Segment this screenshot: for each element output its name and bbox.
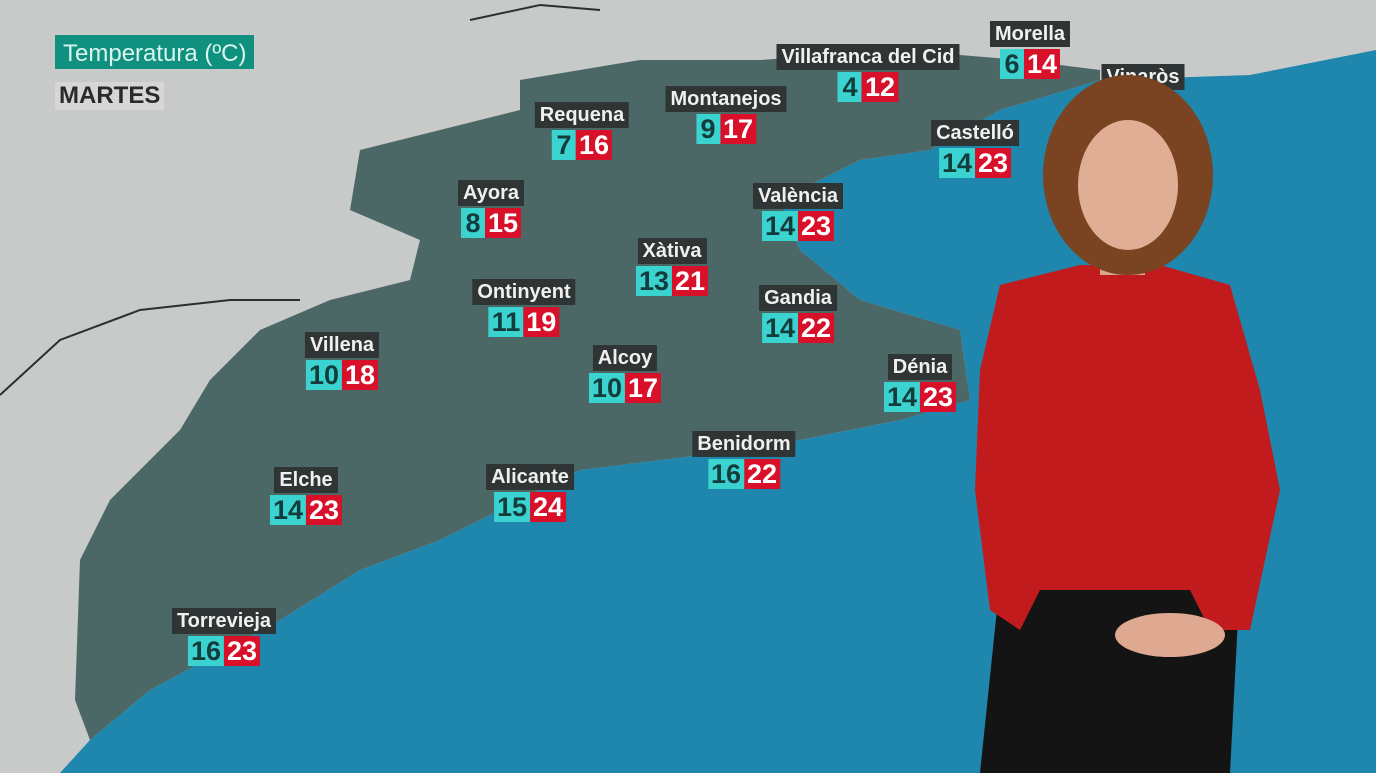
temperature-badges: 8 15 (460, 208, 522, 238)
temperature-badges: 14 23 (269, 495, 343, 525)
station-villena: Villena 10 18 (304, 332, 380, 390)
max-temp: 17 (719, 114, 757, 144)
station-name: Elche (274, 467, 338, 493)
temperature-badges: 15 24 (493, 492, 567, 522)
min-temp: 16 (187, 636, 224, 666)
min-temp: 14 (269, 495, 306, 525)
min-temp: 14 (883, 382, 920, 412)
station-benidorm: Benidorm 16 22 (692, 431, 796, 489)
station-name: València (752, 183, 844, 209)
min-temp: 10 (305, 360, 342, 390)
max-temp: 22 (797, 313, 835, 343)
temperature-badges: 14 23 (938, 148, 1012, 178)
station-gandia: Gandia 14 22 (759, 285, 837, 343)
presenter (975, 75, 1280, 773)
max-temp: 16 (575, 130, 613, 160)
station-name: Montanejos (665, 86, 787, 112)
station-name: Requena (534, 102, 630, 128)
max-temp: 24 (530, 492, 567, 522)
station-valència: València 14 23 (752, 183, 844, 241)
station-name: Ontinyent (472, 279, 576, 305)
presenter-blouse (975, 265, 1280, 630)
station-xàtiva: Xàtiva 13 21 (635, 238, 709, 296)
border-line (0, 299, 300, 396)
station-morella: Morella 6 14 (989, 21, 1071, 79)
station-name: Alicante (486, 464, 574, 490)
min-temp: 9 (695, 114, 720, 144)
station-alcoy: Alcoy 10 17 (588, 345, 662, 403)
max-temp: 21 (672, 266, 709, 296)
max-temp: 19 (523, 307, 560, 337)
max-temp: 23 (224, 636, 261, 666)
station-name: Torrevieja (171, 608, 277, 634)
station-montanejos: Montanejos 9 17 (665, 86, 787, 144)
station-name: Benidorm (692, 431, 796, 457)
max-temp: 22 (744, 459, 781, 489)
min-temp: 11 (488, 307, 524, 337)
temperature-badges: 14 23 (761, 211, 835, 241)
max-temp: 23 (798, 211, 835, 241)
station-name: Villafranca del Cid (776, 44, 960, 70)
max-temp: 12 (861, 72, 899, 102)
temperature-badges: 9 17 (695, 114, 757, 144)
min-temp: 8 (460, 208, 485, 238)
max-temp: 17 (625, 373, 662, 403)
station-dénia: Dénia 14 23 (883, 354, 957, 412)
max-temp: 23 (306, 495, 343, 525)
station-name: Xàtiva (637, 238, 707, 264)
min-temp: 7 (551, 130, 576, 160)
station-castelló: Castelló 14 23 (931, 120, 1019, 178)
min-temp: 14 (761, 313, 798, 343)
min-temp: 4 (837, 72, 862, 102)
map-title: Temperatura (ºC) (55, 35, 255, 69)
station-alicante: Alicante 15 24 (486, 464, 574, 522)
valencia-region (75, 50, 1100, 740)
min-temp: 15 (493, 492, 530, 522)
temperature-badges: 14 22 (761, 313, 835, 343)
max-temp: 18 (342, 360, 379, 390)
station-name: Alcoy (592, 345, 658, 371)
min-temp: 6 (999, 49, 1024, 79)
temperature-badges: 16 22 (707, 459, 781, 489)
station-name: Villena (304, 332, 380, 358)
station-name: Castelló (931, 120, 1019, 146)
min-temp: 14 (938, 148, 975, 178)
presenter-hands (1115, 613, 1225, 657)
station-name: Morella (989, 21, 1071, 47)
temperature-badges: 11 19 (488, 307, 560, 337)
max-temp: 14 (1023, 49, 1061, 79)
station-name: Gandia (759, 285, 837, 311)
station-villafranca-del-cid: Villafranca del Cid 4 12 (776, 44, 960, 102)
max-temp: 23 (975, 148, 1012, 178)
temperature-badges: 14 23 (883, 382, 957, 412)
station-elche: Elche 14 23 (269, 467, 343, 525)
max-temp: 15 (484, 208, 522, 238)
temperature-badges: 6 14 (999, 49, 1061, 79)
temperature-badges: 16 23 (187, 636, 261, 666)
station-ontinyent: Ontinyent 11 19 (472, 279, 576, 337)
min-temp: 14 (761, 211, 798, 241)
min-temp: 13 (635, 266, 672, 296)
station-name: Ayora (458, 180, 524, 206)
temperature-badges: 13 21 (635, 266, 709, 296)
border-line (469, 3, 601, 21)
temperature-badges: 4 12 (837, 72, 899, 102)
min-temp: 10 (588, 373, 625, 403)
min-temp: 16 (707, 459, 744, 489)
max-temp: 23 (920, 382, 957, 412)
station-requena: Requena 7 16 (534, 102, 630, 160)
temperature-badges: 7 16 (551, 130, 613, 160)
station-name: Dénia (887, 354, 953, 380)
station-torrevieja: Torrevieja 16 23 (171, 608, 277, 666)
temperature-badges: 10 18 (305, 360, 379, 390)
station-ayora: Ayora 8 15 (458, 180, 524, 238)
temperature-badges: 10 17 (588, 373, 662, 403)
day-label: MARTES (55, 82, 165, 110)
presenter-face (1078, 120, 1178, 250)
